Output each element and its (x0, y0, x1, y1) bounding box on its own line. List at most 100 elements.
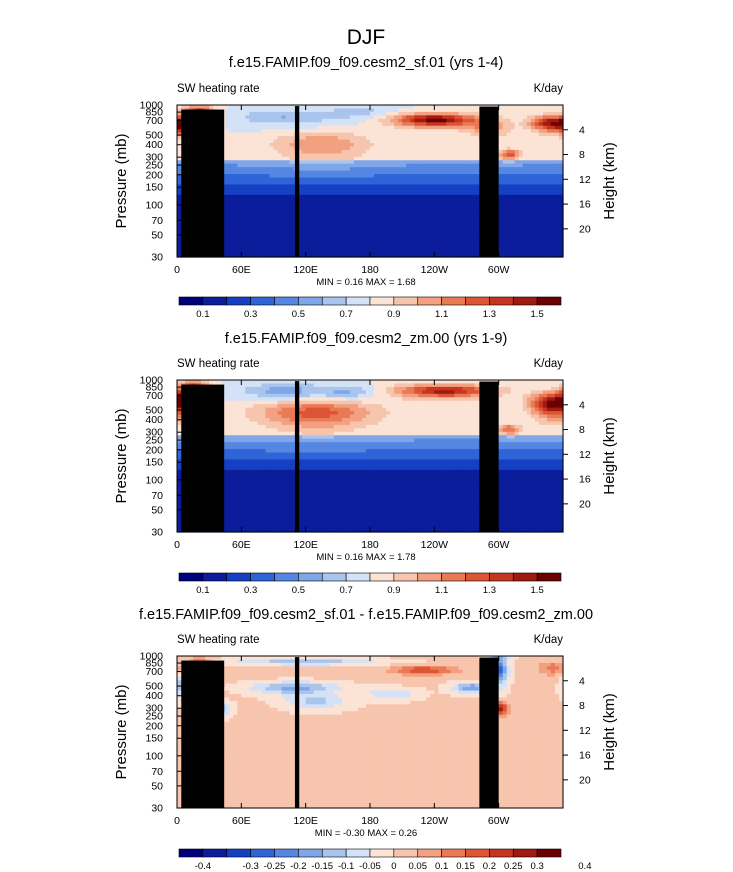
heatmap-cell (558, 201, 564, 206)
heatmap-cell (430, 222, 435, 227)
heatmap-cell (265, 208, 271, 213)
heatmap-cell (237, 219, 242, 224)
heatmap-cell (450, 212, 456, 217)
heatmap-cell (426, 184, 431, 189)
heatmap-cell (253, 225, 259, 230)
heatmap-cell (365, 129, 371, 134)
heatmap-cell (458, 205, 464, 210)
heatmap-cell (430, 239, 435, 244)
heatmap-cell (534, 400, 540, 405)
heatmap-cell (225, 215, 230, 220)
heatmap-cell (281, 163, 287, 168)
heatmap-cell (514, 236, 520, 241)
heatmap-cell (361, 215, 367, 220)
heatmap-cell (442, 397, 447, 402)
heatmap-cell (185, 380, 190, 385)
heatmap-cell (353, 198, 359, 203)
heatmap-cell (390, 118, 395, 123)
heatmap-cell (229, 191, 234, 196)
heatmap-cell (514, 250, 520, 255)
heatmap-cell (410, 198, 415, 203)
heatmap-cell (374, 222, 379, 227)
heatmap-cell (510, 400, 516, 405)
heatmap-cell (402, 198, 407, 203)
heatmap-cell (317, 153, 323, 158)
heatmap-cell (281, 243, 287, 248)
heatmap-cell (249, 160, 254, 165)
heatmap-cell (446, 146, 452, 151)
heatmap-cell (285, 129, 291, 134)
heatmap-cell (237, 225, 242, 230)
heatmap-cell (297, 208, 303, 213)
heatmap-cell (446, 205, 452, 210)
heatmap-cell (418, 400, 423, 405)
heatmap-cell (550, 163, 556, 168)
heatmap-cell (474, 177, 480, 182)
heatmap-cell (301, 253, 307, 258)
heatmap-cell (277, 400, 283, 405)
heatmap-cell (546, 184, 552, 189)
heatmap-cell (510, 215, 516, 220)
heatmap-cell (361, 177, 367, 182)
heatmap-cell (365, 115, 371, 120)
heatmap-cell (370, 177, 375, 182)
heatmap-cell (522, 177, 528, 182)
heatmap-cell (325, 201, 331, 206)
heatmap-cell (177, 170, 182, 175)
heatmap-cell (446, 111, 452, 116)
heatmap-cell (546, 118, 552, 123)
heatmap-cell (253, 105, 259, 110)
heatmap-cell (333, 397, 339, 402)
heatmap-cell (546, 174, 552, 179)
heatmap-cell (534, 393, 540, 398)
heatmap-cell (357, 177, 363, 182)
heatmap-cell (538, 125, 544, 130)
heatmap-cell (333, 236, 339, 241)
heatmap-cell (229, 232, 234, 237)
heatmap-cell (398, 380, 403, 385)
heatmap-cell (470, 132, 476, 137)
heatmap-cell (418, 105, 423, 110)
heatmap-cell (273, 111, 279, 116)
heatmap-cell (233, 132, 238, 137)
heatmap-cell (518, 146, 524, 151)
heatmap-cell (422, 105, 427, 110)
heatmap-cell (390, 194, 395, 199)
heatmap-cell (374, 160, 379, 165)
heatmap-cell (550, 212, 556, 217)
heatmap-cell (434, 153, 439, 158)
heatmap-cell (398, 212, 403, 217)
heatmap-cell (438, 136, 443, 141)
heatmap-cell (301, 250, 307, 255)
heatmap-cell (277, 246, 283, 251)
heatmap-cell (321, 393, 327, 398)
heatmap-cell (462, 191, 468, 196)
heatmap-cell (398, 239, 403, 244)
heatmap-cell (530, 146, 536, 151)
heatmap-cell (333, 153, 339, 158)
heatmap-cell (378, 205, 383, 210)
heatmap-cell (245, 115, 250, 120)
heatmap-cell (526, 105, 532, 110)
heatmap-cell (534, 225, 540, 230)
heatmap-cell (398, 129, 403, 134)
heatmap-cell (261, 201, 267, 206)
heatmap-cell (446, 184, 452, 189)
heatmap-cell (466, 153, 472, 158)
heatmap-cell (341, 222, 347, 227)
heatmap-cell (261, 181, 267, 186)
heatmap-cell (313, 194, 319, 199)
heatmap-cell (317, 177, 323, 182)
heatmap-cell (442, 163, 447, 168)
heatmap-cell (382, 205, 387, 210)
heatmap-cell (265, 393, 271, 398)
heatmap-cell (273, 222, 279, 227)
heatmap-cell (325, 215, 331, 220)
heatmap-cell (217, 380, 222, 385)
heatmap-cell (506, 201, 512, 206)
heatmap-cell (313, 397, 319, 402)
heatmap-cell (177, 239, 182, 244)
heatmap-cell (277, 191, 283, 196)
heatmap-cell (365, 194, 371, 199)
heatmap-cell (317, 243, 323, 248)
